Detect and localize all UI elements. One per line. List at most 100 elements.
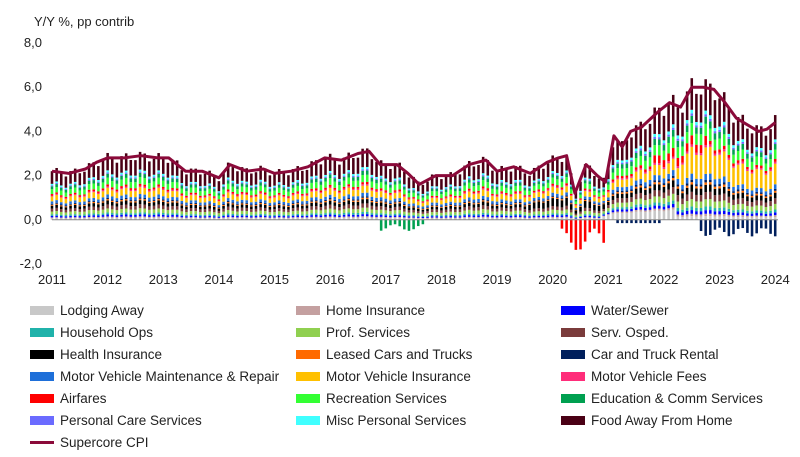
bar-segment	[254, 211, 258, 215]
bar-segment	[481, 201, 485, 206]
bar-segment	[709, 83, 712, 116]
bar-segment	[157, 197, 160, 200]
bar-segment	[97, 213, 100, 216]
bar-segment	[528, 203, 531, 205]
bar-segment	[486, 218, 490, 220]
bar-segment	[713, 201, 717, 209]
bar-segment	[551, 209, 554, 214]
bar-segment	[319, 217, 323, 219]
bar-segment	[430, 214, 434, 217]
bar-negative-segment	[746, 219, 749, 233]
bar-segment	[639, 206, 643, 210]
bar-segment	[620, 176, 624, 179]
bar-segment	[551, 205, 554, 210]
bar-segment	[226, 179, 230, 181]
bar-segment	[124, 187, 128, 195]
bar-segment	[463, 218, 466, 220]
bar-segment	[620, 162, 624, 165]
bar-segment	[199, 217, 202, 219]
bar-segment	[569, 215, 573, 217]
bar-segment	[620, 179, 624, 188]
bar-segment	[199, 205, 202, 207]
bar-segment	[435, 174, 439, 187]
bar-segment	[523, 211, 527, 215]
bar-segment	[333, 187, 337, 190]
bar-stack	[722, 92, 726, 220]
bar-segment	[685, 143, 689, 152]
bar-segment	[444, 209, 448, 213]
bar-segment	[148, 216, 151, 219]
bar-segment	[101, 209, 105, 214]
bar-segment	[658, 202, 661, 206]
bar-segment	[352, 209, 355, 214]
bar-segment	[607, 215, 610, 220]
bar-segment	[491, 204, 494, 206]
bar-segment	[291, 211, 295, 215]
bar-segment	[347, 173, 350, 178]
bar-segment	[732, 194, 735, 200]
bar-segment	[773, 190, 777, 193]
bar-segment	[361, 184, 364, 186]
bar-segment	[509, 204, 513, 206]
bar-segment	[250, 204, 253, 206]
bar-segment	[365, 169, 369, 171]
bar-segment	[435, 197, 439, 199]
bar-segment	[556, 216, 559, 219]
bar-stack	[393, 163, 397, 220]
bar-segment	[764, 191, 768, 196]
bar-segment	[421, 208, 425, 209]
bar-segment	[134, 178, 137, 183]
bar-negative-segment	[384, 219, 388, 229]
bar-segment	[254, 189, 258, 195]
bar-segment	[166, 192, 170, 199]
bar-segment	[175, 182, 179, 189]
bar-segment	[746, 153, 749, 159]
bar-segment	[690, 173, 694, 180]
bar-segment	[463, 199, 466, 202]
bar-segment	[518, 191, 522, 193]
bar-segment	[704, 123, 707, 136]
bar-stack	[305, 169, 309, 220]
bar-segment	[671, 209, 675, 220]
bar-segment	[189, 215, 193, 218]
bar-segment	[287, 216, 290, 218]
bar-segment	[356, 189, 360, 197]
bar-segment	[393, 180, 397, 182]
bar-segment	[333, 202, 337, 206]
bar-segment	[690, 206, 694, 211]
bar-segment	[384, 206, 388, 211]
bar-negative-segment	[616, 219, 619, 224]
bar-segment	[92, 192, 95, 198]
bar-segment	[69, 201, 72, 204]
bar-segment	[268, 188, 272, 190]
bar-segment	[240, 186, 244, 192]
bar-segment	[129, 191, 133, 198]
legend-swatch	[296, 394, 320, 403]
bar-segment	[50, 171, 54, 184]
bar-segment	[64, 199, 68, 204]
bar-segment	[226, 215, 230, 217]
bar-segment	[755, 187, 758, 192]
bar-segment	[342, 200, 346, 202]
bar-segment	[231, 194, 235, 200]
bar-segment	[194, 183, 197, 185]
bar-segment	[416, 210, 420, 214]
bar-segment	[760, 193, 763, 196]
bar-segment	[73, 215, 77, 218]
bar-segment	[560, 200, 564, 208]
bar-stack	[236, 171, 239, 220]
bar-segment	[732, 215, 735, 218]
bar-segment	[509, 203, 513, 205]
bar-segment	[639, 167, 643, 170]
bar-segment	[532, 182, 536, 186]
bar-segment	[138, 193, 142, 198]
bar-segment	[551, 192, 554, 196]
bar-segment	[268, 186, 272, 189]
bar-segment	[83, 201, 86, 204]
bar-segment	[50, 208, 54, 212]
bar-segment	[73, 195, 77, 201]
bar-segment	[620, 164, 624, 169]
bar-segment	[639, 198, 643, 205]
bar-segment	[143, 216, 146, 218]
bar-segment	[579, 198, 582, 200]
